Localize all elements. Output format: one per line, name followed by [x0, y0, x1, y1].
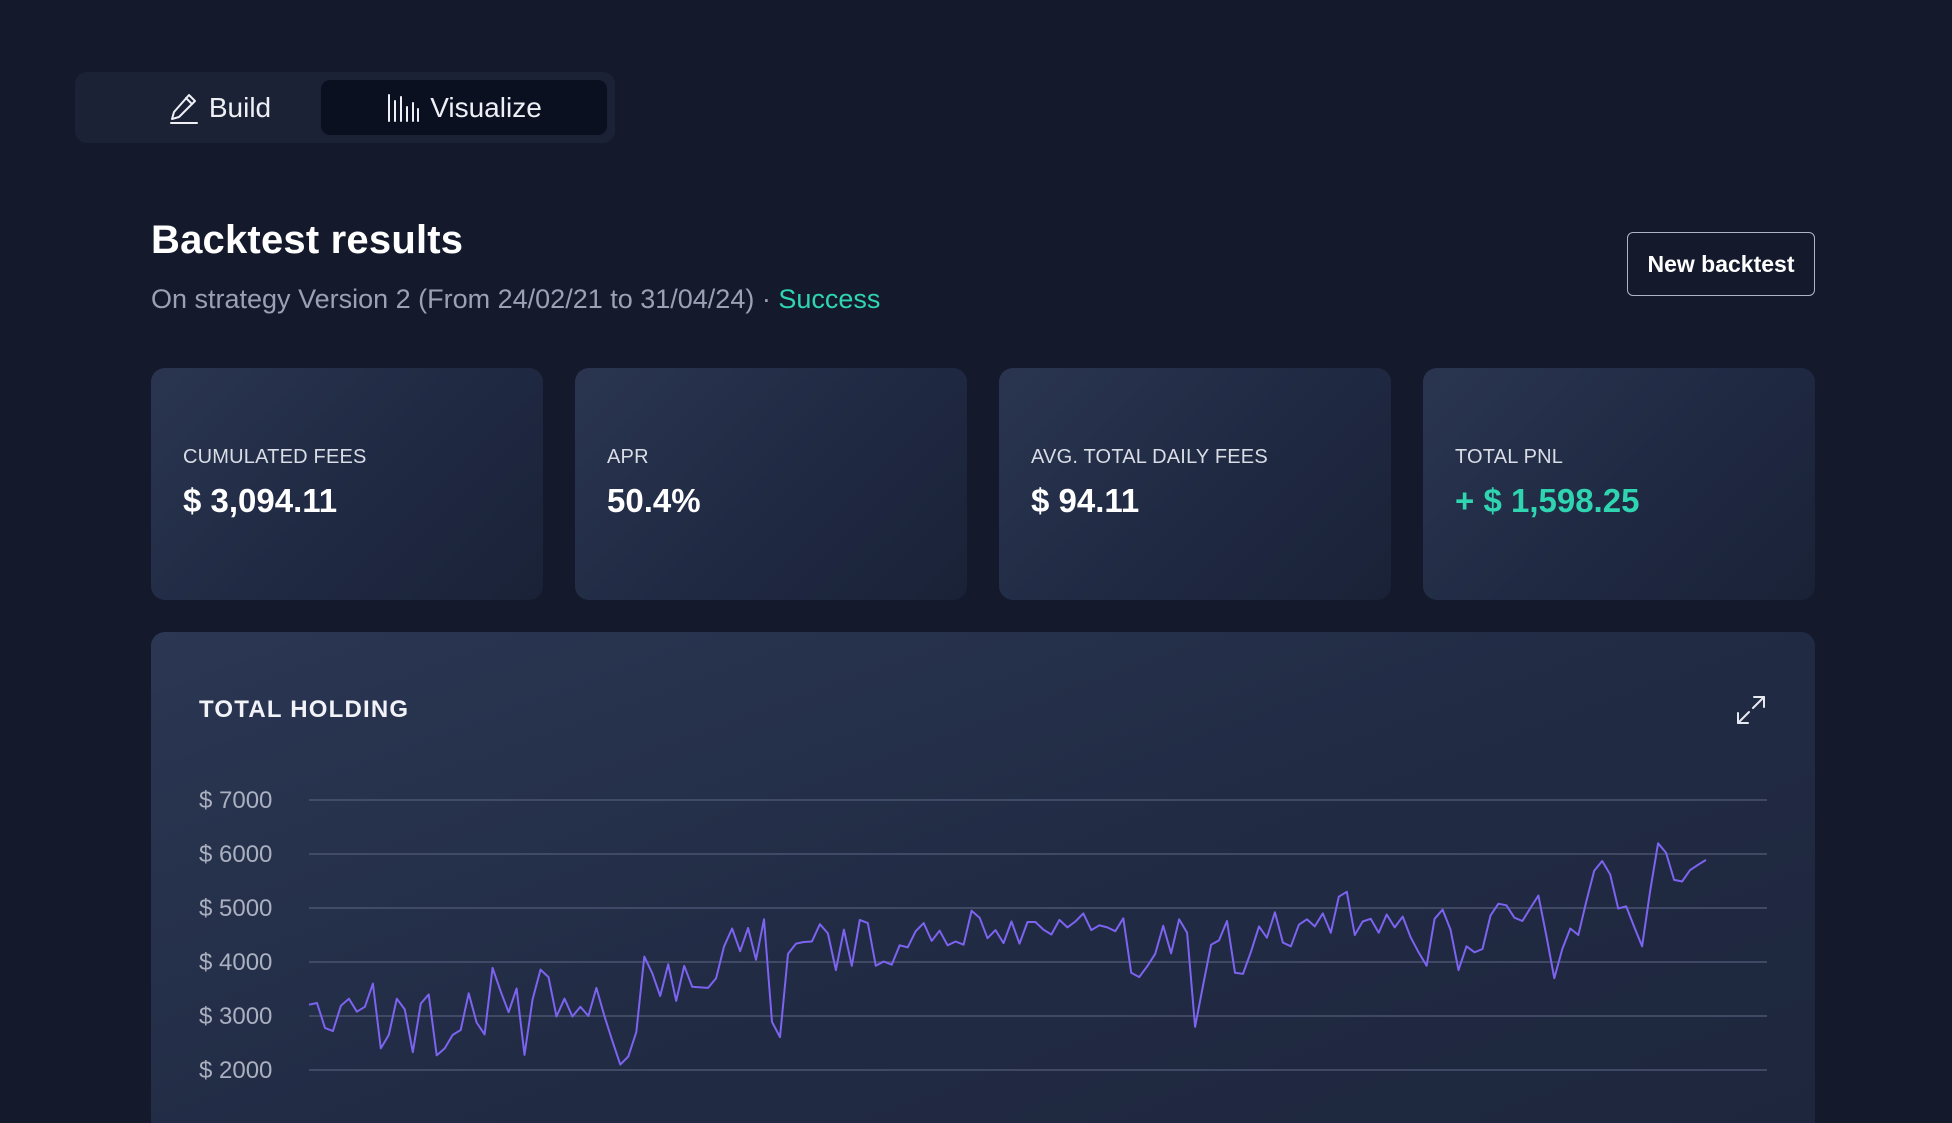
y-tick-label: $ 3000	[199, 1003, 272, 1030]
y-tick-label: $ 6000	[199, 841, 272, 868]
total-holding-chart-panel: $ 7000 $ 6000 $ 5000 $ 4000 $ 3000 $ 2000 TOT…	[151, 632, 1815, 1123]
visualize-tab-label: Visualize	[430, 91, 542, 123]
stat-label: APR	[607, 446, 649, 468]
y-tick-label: $ 4000	[199, 949, 272, 976]
page-subtitle: On strategy Version 2 (From 24/02/21 to …	[151, 284, 880, 315]
mode-toggle: Build Visualize	[75, 72, 615, 143]
stat-label: TOTAL PNL	[1455, 446, 1564, 468]
stat-card-cumulated-fees: CUMULATED FEES $ 3,094.11	[151, 368, 543, 600]
y-tick-label: $ 5000	[199, 895, 272, 922]
stat-label: AVG. TOTAL DAILY FEES	[1031, 446, 1268, 468]
expand-icon[interactable]	[1733, 692, 1769, 728]
status-badge: Success	[778, 284, 881, 314]
pencil-icon	[169, 92, 199, 124]
stat-card-avg-daily-fees: AVG. TOTAL DAILY FEES $ 94.11	[999, 368, 1391, 600]
y-tick-label: $ 7000	[199, 787, 272, 814]
bar-chart-icon	[386, 93, 420, 123]
line-chart: $ 7000 $ 6000 $ 5000 $ 4000 $ 3000 $ 2000	[199, 787, 1767, 1084]
build-tab-label: Build	[208, 91, 272, 123]
stat-label: CUMULATED FEES	[183, 446, 367, 468]
stat-card-apr: APR 50.4%	[575, 368, 967, 600]
stat-value: $ 94.11	[1031, 482, 1140, 519]
y-tick-label: $ 2000	[199, 1057, 272, 1084]
stat-value: + $ 1,598.25	[1455, 482, 1640, 519]
chart-title: TOTAL HOLDING	[199, 696, 410, 723]
new-backtest-button[interactable]: New backtest	[1627, 232, 1815, 296]
page-title: Backtest results	[151, 218, 464, 262]
stat-value: 50.4%	[607, 482, 701, 519]
series-line	[308, 842, 1707, 1066]
stat-card-total-pnl: TOTAL PNL + $ 1,598.25	[1423, 368, 1815, 600]
visualize-tab[interactable]: Visualize	[321, 80, 607, 135]
strategy-description: On strategy Version 2 (From 24/02/21 to …	[151, 284, 779, 314]
stat-value: $ 3,094.11	[183, 482, 338, 519]
build-tab[interactable]: Build	[125, 80, 315, 135]
